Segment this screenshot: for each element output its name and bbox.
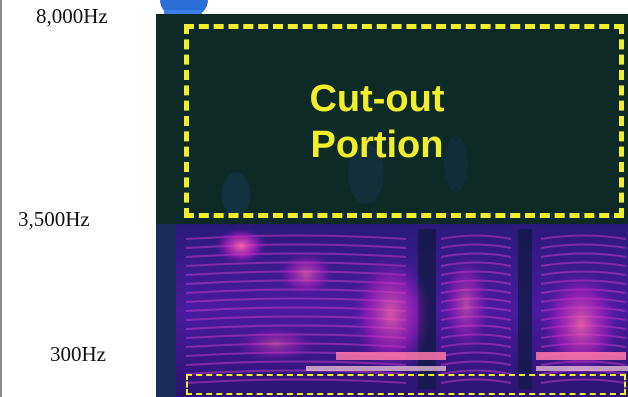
harmonic-line — [540, 378, 627, 384]
cut-out-region-box — [184, 24, 624, 218]
low-frequency-cut-box — [186, 374, 626, 395]
cut-out-annotation-line2: Portion — [310, 124, 444, 166]
harmonic-line — [440, 369, 512, 375]
harmonic-line — [440, 252, 512, 258]
frequency-label-3500: 3,500Hz — [18, 207, 90, 231]
harmonic-line — [540, 261, 627, 267]
spectrogram-image — [156, 14, 628, 397]
harmonic-line — [540, 243, 627, 249]
harmonic-line — [440, 234, 512, 240]
harmonic-line — [440, 360, 512, 366]
harmonic-line — [440, 243, 512, 249]
spectrogram-graphic — [156, 14, 628, 397]
harmonic-line — [440, 351, 512, 357]
harmonic-line — [185, 234, 407, 240]
harmonic-line — [185, 243, 407, 249]
left-edge-line — [0, 0, 2, 397]
harmonic-line — [440, 378, 512, 384]
frequency-label-300: 300Hz — [50, 342, 106, 366]
harmonic-line — [540, 234, 627, 240]
harmonic-line — [185, 378, 407, 384]
cut-out-annotation: Cut-out Portion — [272, 76, 482, 168]
harmonic-line — [540, 252, 627, 258]
harmonic-line — [185, 369, 407, 375]
frequency-label-8000: 8,000Hz — [36, 4, 108, 28]
cut-out-annotation-line1: Cut-out — [309, 78, 445, 120]
